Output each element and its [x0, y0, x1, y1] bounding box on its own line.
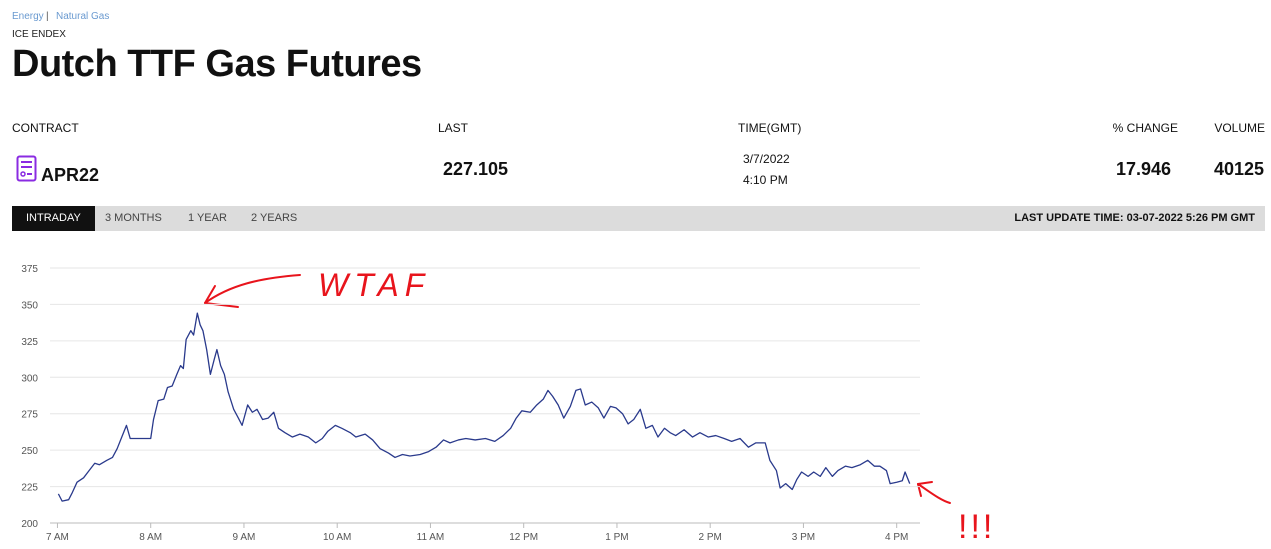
last-update: LAST UPDATE TIME: 03-07-2022 5:26 PM GMT: [1014, 212, 1255, 224]
column-header: VOLUME: [1214, 121, 1265, 135]
x-tick-label: 9 AM: [233, 532, 256, 543]
annotation-arrows: [204, 274, 951, 504]
breadcrumb[interactable]: Energy: [12, 11, 44, 22]
x-tick-label: 7 AM: [46, 532, 69, 543]
breadcrumb[interactable]: Natural Gas: [56, 11, 110, 22]
column-header: TIME(GMT): [738, 121, 802, 135]
x-tick-label: 11 AM: [417, 532, 445, 543]
tab[interactable]: 1 YEAR: [188, 212, 227, 224]
exchange: ICE ENDEX: [12, 29, 66, 40]
y-tick-label: 350: [21, 300, 38, 311]
contract-icon: [16, 155, 37, 182]
y-tick-label: 250: [21, 446, 38, 457]
x-tick-label: 4 PM: [885, 532, 908, 543]
x-tick-label: 3 PM: [792, 532, 815, 543]
y-tick-label: 225: [21, 483, 38, 494]
volume: 40125: [1213, 159, 1264, 179]
y-tick-label: 300: [21, 373, 38, 384]
x-tick-label: 8 AM: [139, 532, 162, 543]
tab-bar: INTRADAY 3 MONTHS 1 YEAR 2 YEARS LAST UP…: [12, 206, 1265, 231]
column-header: CONTRACT: [12, 121, 79, 135]
x-tick-label: 12 PM: [509, 532, 538, 543]
tab[interactable]: 2 YEARS: [251, 212, 298, 224]
percent-change: 17.946: [1115, 159, 1171, 179]
x-tick-label: 1 PM: [605, 532, 628, 543]
page-title: Dutch TTF Gas Futures: [12, 43, 422, 85]
y-tick-label: 200: [21, 519, 38, 530]
breadcrumb-separator: |: [46, 11, 49, 22]
x-tick-label: 2 PM: [699, 532, 722, 543]
column-header: LAST: [438, 121, 469, 135]
date: 3/7/2022: [743, 152, 790, 166]
chart: 200 225 250 275 300 325 350 375 7 AM 8 AM 9 AM 10 A…: [21, 264, 995, 546]
annotation: WTAF: [318, 267, 430, 303]
time: 4:10 PM: [743, 173, 788, 187]
tab[interactable]: INTRADAY: [12, 206, 95, 231]
tab[interactable]: 3 MONTHS: [105, 212, 162, 224]
y-tick-label: 275: [21, 410, 38, 421]
column-header: % CHANGE: [1112, 121, 1178, 135]
annotation: !!!: [958, 508, 995, 546]
y-tick-label: 375: [21, 264, 38, 275]
price-line: [57, 312, 911, 502]
y-tick-label: 325: [21, 337, 38, 348]
last-price: 227.105: [443, 159, 509, 179]
x-tick-label: 10 AM: [323, 532, 351, 543]
contract: APR22: [41, 165, 100, 185]
